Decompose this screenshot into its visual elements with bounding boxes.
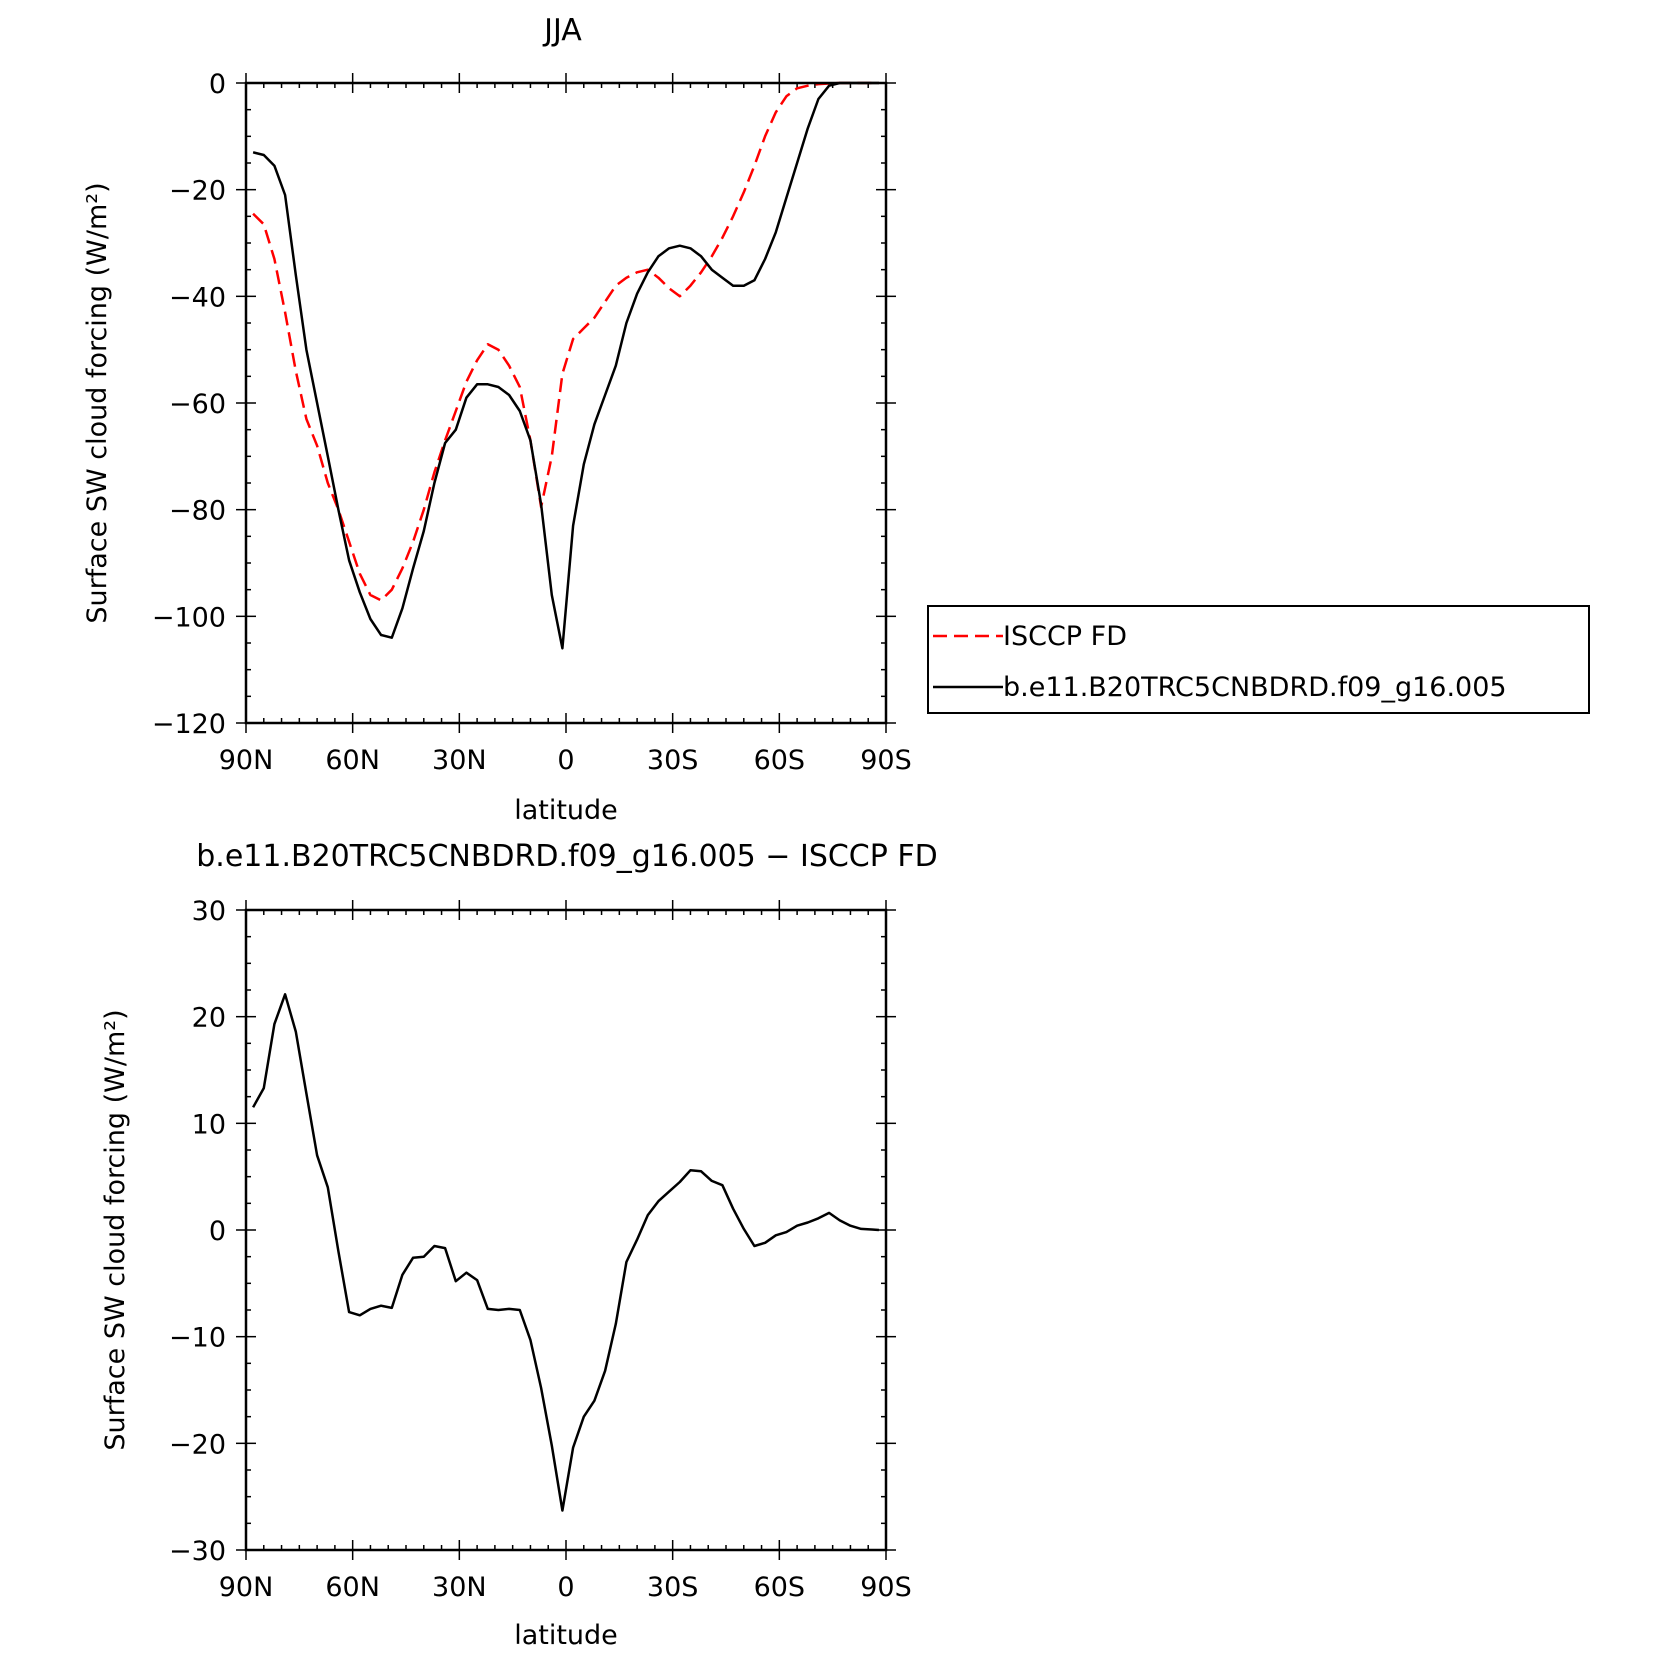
x-tick-label: 60S bbox=[754, 745, 806, 776]
y-tick-label: 20 bbox=[192, 1003, 226, 1034]
y-tick-label: −20 bbox=[169, 176, 226, 207]
plot-frame bbox=[244, 81, 888, 725]
x-tick-label: 30S bbox=[647, 1572, 699, 1603]
x-tick-label: 60S bbox=[754, 1572, 806, 1603]
x-tick-label: 30S bbox=[647, 745, 699, 776]
y-axis-label: Surface SW cloud forcing (W/m²) bbox=[100, 1009, 131, 1450]
x-tick-label: 90S bbox=[860, 1572, 912, 1603]
legend: ISCCP FD b.e11.B20TRC5CNBDRD.f09_g16.005 bbox=[927, 605, 1590, 714]
series-line-b-e11-b20trc5cnbdrd-f09-g16-005 bbox=[252, 81, 879, 650]
legend-label-model: b.e11.B20TRC5CNBDRD.f09_g16.005 bbox=[1003, 672, 1507, 703]
y-tick-label: −100 bbox=[152, 602, 226, 633]
x-tick-label: 90S bbox=[860, 745, 912, 776]
legend-label-isccp: ISCCP FD bbox=[1003, 621, 1127, 652]
chart-difference: b.e11.B20TRC5CNBDRD.f09_g16.005 − ISCCP … bbox=[100, 839, 938, 1651]
x-tick-label: 30N bbox=[432, 1572, 487, 1603]
x-tick-label: 90N bbox=[219, 745, 274, 776]
x-tick-label: 0 bbox=[557, 745, 574, 776]
y-tick-label: 10 bbox=[192, 1109, 226, 1140]
y-tick-label: −30 bbox=[169, 1536, 226, 1567]
x-axis-label: latitude bbox=[514, 1620, 618, 1651]
y-tick-label: 0 bbox=[209, 1216, 226, 1247]
series-line-isccp-fd bbox=[252, 81, 879, 602]
chart-marks: 90N 60N 30N 0 30S 60S 90S 30 20 10 0 −10 −20 −30 bbox=[169, 896, 912, 1603]
x-tick-label: 90N bbox=[219, 1572, 274, 1603]
y-tick-label: −80 bbox=[169, 496, 226, 527]
series-line-difference bbox=[252, 993, 879, 1512]
chart-jja: JJA 90N 60N 30N 0 30S 60S 90S 0 −20 −40 −60 −80 −100… bbox=[82, 13, 912, 826]
y-tick-label: −20 bbox=[169, 1429, 226, 1460]
chart-marks: 90N 60N 30N 0 30S 60S 90S 0 −20 −40 −60 −80 −100 −120 bbox=[152, 69, 912, 776]
y-axis-label: Surface SW cloud forcing (W/m²) bbox=[82, 182, 113, 623]
legend-box bbox=[927, 605, 1590, 714]
y-tick-label: −10 bbox=[169, 1323, 226, 1354]
plot-frame bbox=[244, 908, 888, 1552]
x-tick-label: 60N bbox=[325, 1572, 380, 1603]
y-tick-label: −60 bbox=[169, 389, 226, 420]
y-tick-label: 30 bbox=[192, 896, 226, 927]
y-tick-label: −40 bbox=[169, 282, 226, 313]
x-axis-label: latitude bbox=[514, 795, 618, 826]
x-tick-label: 30N bbox=[432, 745, 487, 776]
chart-title: b.e11.B20TRC5CNBDRD.f09_g16.005 − ISCCP … bbox=[196, 839, 938, 874]
x-tick-label: 60N bbox=[325, 745, 380, 776]
y-tick-label: −120 bbox=[152, 709, 226, 740]
x-tick-label: 0 bbox=[557, 1572, 574, 1603]
chart-title: JJA bbox=[542, 13, 582, 48]
y-tick-label: 0 bbox=[209, 69, 226, 100]
